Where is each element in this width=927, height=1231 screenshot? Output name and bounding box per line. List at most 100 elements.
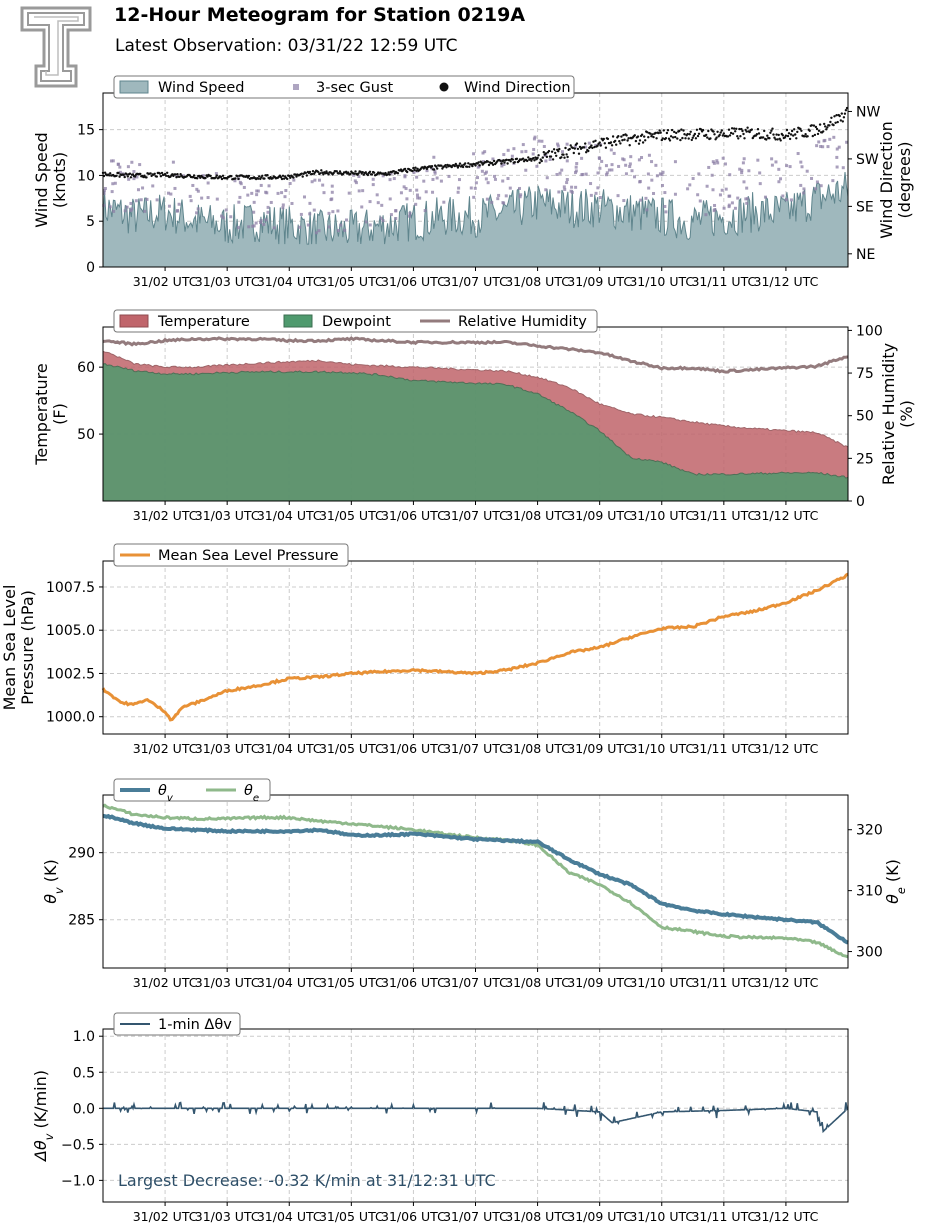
gust-point: [118, 170, 122, 174]
gust-point: [548, 157, 552, 161]
gust-point: [357, 189, 361, 193]
gust-point: [660, 183, 664, 187]
gust-point: [518, 186, 522, 190]
direction-point: [191, 176, 195, 179]
gust-point: [814, 187, 818, 191]
direction-point: [562, 153, 565, 156]
gust-point: [292, 178, 296, 182]
direction-point: [416, 167, 419, 170]
gust-point: [255, 189, 259, 193]
legend-label: θe: [244, 783, 259, 804]
direction-point: [640, 133, 644, 136]
direction-point: [661, 137, 664, 140]
gust-point: [745, 197, 749, 201]
gust-point: [317, 229, 321, 233]
direction-point: [773, 136, 776, 139]
gust-point: [425, 169, 429, 173]
gust-point: [740, 168, 744, 172]
direction-point: [659, 131, 662, 134]
direction-point: [691, 136, 694, 139]
direction-point: [682, 129, 685, 132]
direction-point: [765, 138, 768, 141]
gust-point: [835, 147, 839, 151]
gust-point: [254, 221, 258, 225]
gust-point: [512, 147, 516, 151]
gust-point: [447, 174, 451, 178]
gust-point: [480, 169, 484, 173]
direction-point: [396, 172, 400, 175]
direction-point: [115, 174, 118, 177]
direction-point: [159, 175, 163, 178]
direction-point: [712, 130, 715, 133]
gust-point: [696, 193, 700, 197]
gust-point: [622, 199, 626, 203]
direction-point: [551, 158, 555, 161]
direction-point: [641, 141, 645, 144]
gust-point: [545, 176, 549, 180]
direction-point: [829, 120, 832, 124]
direction-point: [582, 146, 586, 149]
gust-point: [379, 216, 383, 220]
direction-point: [715, 136, 718, 139]
gust-point: [841, 166, 845, 170]
legend-swatch: [119, 314, 149, 328]
gust-point: [491, 157, 495, 161]
direction-point: [735, 127, 738, 130]
direction-point: [549, 155, 553, 158]
direction-point: [515, 157, 519, 160]
direction-point: [468, 165, 471, 168]
label-line: Pressure (hPa): [18, 590, 37, 705]
gust-point: [617, 164, 621, 168]
direction-point: [176, 173, 179, 176]
direction-point: [689, 130, 692, 133]
gust-point: [485, 197, 489, 201]
direction-point: [237, 177, 240, 181]
direction-point: [499, 159, 502, 162]
direction-point: [123, 175, 126, 179]
direction-point: [655, 137, 658, 140]
gust-point: [779, 177, 783, 181]
gust-point: [103, 187, 107, 191]
gust-point: [598, 195, 602, 199]
gust-point: [412, 170, 416, 174]
suffix: (K): [883, 859, 902, 887]
gust-point: [130, 207, 134, 211]
direction-point: [345, 170, 348, 173]
gust-point: [594, 191, 598, 195]
gust-point: [673, 192, 677, 196]
direction-point: [651, 133, 654, 136]
gust-point: [493, 177, 497, 181]
direction-point: [825, 128, 828, 131]
gust-point: [264, 218, 268, 222]
gust-point: [238, 195, 242, 199]
direction-point: [139, 172, 142, 176]
direction-point: [623, 138, 626, 141]
legend-box: [113, 1012, 241, 1036]
direction-point: [474, 164, 477, 167]
gust-point: [310, 180, 314, 184]
direction-point: [665, 131, 669, 135]
direction-point: [771, 127, 774, 130]
gust-point: [604, 173, 608, 177]
gust-point: [267, 184, 271, 188]
direction-point: [756, 128, 760, 131]
gust-point: [354, 181, 358, 185]
gust-point: [224, 208, 228, 212]
direction-point: [311, 170, 315, 173]
gust-point: [102, 203, 106, 207]
direction-point: [526, 159, 529, 163]
direction-point: [619, 142, 622, 145]
gust-point: [380, 203, 384, 207]
x-tick-label: 31/10 UTC: [629, 508, 694, 523]
gust-point: [169, 192, 173, 196]
page-title: 12-Hour Meteogram for Station 0219A: [114, 4, 526, 26]
gust-point: [416, 196, 420, 200]
gust-point: [605, 171, 609, 175]
symbol: Δθ: [31, 1140, 50, 1163]
direction-point: [305, 174, 308, 177]
gust-point: [624, 172, 628, 176]
gust-point: [110, 190, 114, 194]
direction-point: [833, 115, 836, 118]
series-relative-humidity: [102, 336, 849, 374]
y2-tick-label: 320: [856, 823, 883, 839]
